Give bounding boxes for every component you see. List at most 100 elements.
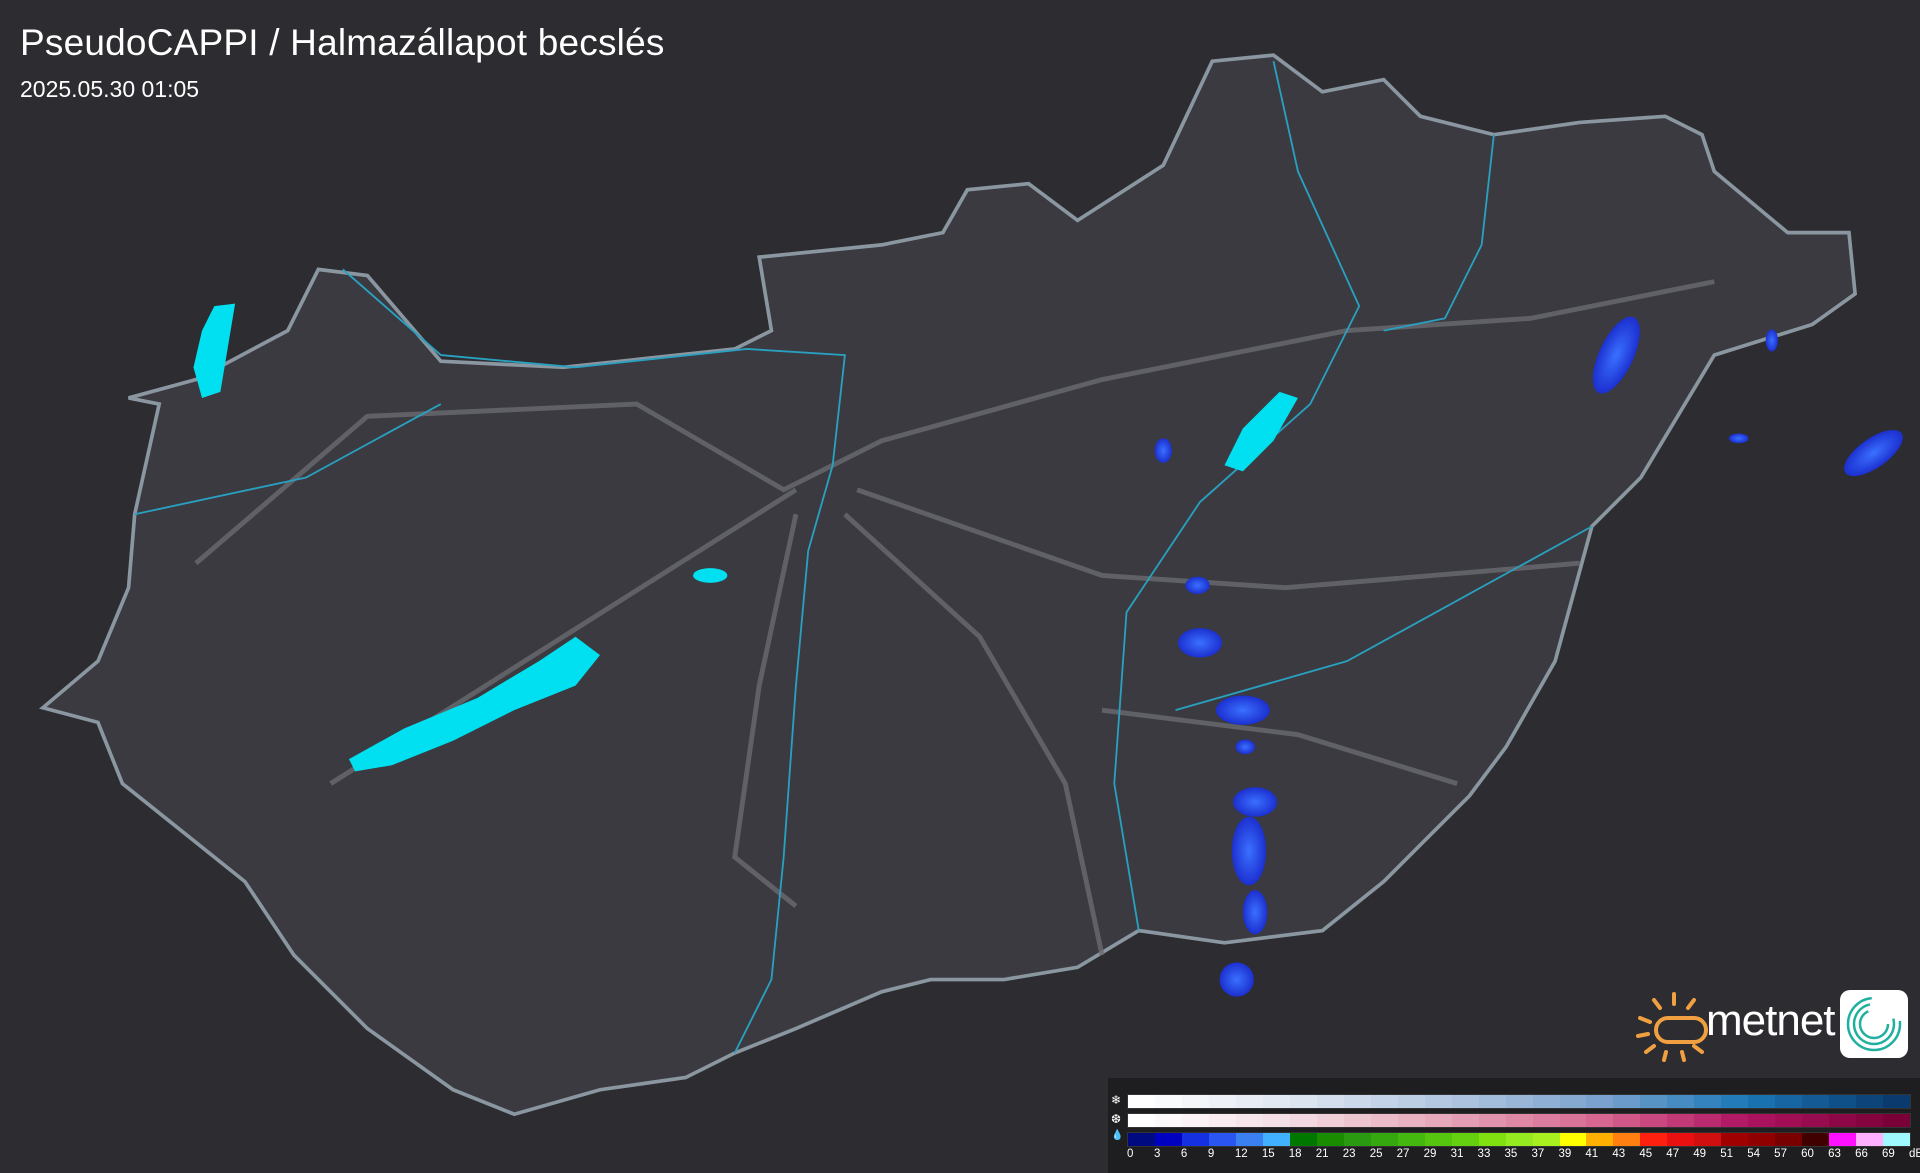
legend-swatch	[1721, 1114, 1749, 1127]
legend-swatch	[1154, 1133, 1182, 1146]
lakes	[193, 303, 1298, 772]
mixed-scale-bar	[1127, 1113, 1911, 1128]
legend-swatch	[1181, 1114, 1209, 1127]
legend-swatch	[1208, 1095, 1236, 1108]
legend-tick-label: 3	[1153, 1148, 1161, 1160]
legend-swatch	[1154, 1114, 1182, 1127]
legend-unit-label: dBZ	[1909, 1148, 1920, 1160]
legend-swatch	[1128, 1133, 1155, 1146]
legend-swatch	[1748, 1114, 1776, 1127]
snow-scale-bar	[1127, 1094, 1911, 1109]
legend-tick-label: 35	[1504, 1148, 1518, 1160]
legend-swatch	[1181, 1095, 1209, 1108]
legend-tick-label: 9	[1207, 1148, 1215, 1160]
legend-swatch	[1289, 1095, 1317, 1108]
legend-swatch	[1694, 1133, 1722, 1146]
legend-swatch	[1667, 1114, 1695, 1127]
legend-swatch	[1829, 1133, 1857, 1146]
legend-swatch	[1721, 1133, 1749, 1146]
legend-swatch	[1856, 1095, 1884, 1108]
legend-tick-label: 54	[1747, 1148, 1760, 1160]
legend-tick-label: 57	[1774, 1148, 1787, 1160]
legend-swatch	[1532, 1095, 1560, 1108]
legend-swatch	[1802, 1114, 1830, 1127]
legend-swatch	[1451, 1095, 1479, 1108]
legend-swatch	[1424, 1133, 1452, 1146]
legend-swatch	[1370, 1133, 1398, 1146]
legend-tick-label: 60	[1801, 1148, 1814, 1160]
map-timestamp: 2025.05.30 01:05	[20, 76, 200, 102]
legend-swatch	[1316, 1114, 1344, 1127]
legend-swatch	[1748, 1095, 1776, 1108]
legend-tick-label: 41	[1585, 1148, 1599, 1160]
legend-swatch	[1613, 1133, 1641, 1146]
legend-swatch	[1559, 1133, 1587, 1146]
legend-tick-label: 18	[1288, 1148, 1302, 1160]
legend-swatch	[1721, 1095, 1749, 1108]
legend-swatch	[1586, 1133, 1614, 1146]
legend-swatch	[1532, 1114, 1560, 1127]
legend-swatch	[1316, 1133, 1344, 1146]
legend-swatch	[1208, 1114, 1236, 1127]
legend-swatch	[1424, 1114, 1452, 1127]
legend-swatch	[1613, 1114, 1641, 1127]
legend-swatch	[1289, 1114, 1317, 1127]
legend-swatch	[1883, 1133, 1911, 1146]
legend-swatch	[1883, 1095, 1911, 1108]
legend-swatch	[1532, 1133, 1560, 1146]
legend-tick-label: 15	[1261, 1148, 1275, 1160]
lake-tisza	[1224, 391, 1298, 472]
legend-swatch	[1694, 1114, 1722, 1127]
legend-tick-label: 29	[1423, 1148, 1437, 1160]
legend-swatch	[1262, 1133, 1290, 1146]
legend-tick-label: 27	[1396, 1148, 1410, 1160]
legend-swatch	[1802, 1133, 1830, 1146]
legend-swatch	[1505, 1095, 1533, 1108]
legend-swatch	[1343, 1133, 1371, 1146]
legend-swatch	[1262, 1114, 1290, 1127]
legend-swatch	[1370, 1095, 1398, 1108]
legend-swatch	[1856, 1133, 1884, 1146]
legend-tick-label: 39	[1558, 1148, 1572, 1160]
legend-swatch	[1694, 1095, 1722, 1108]
legend-tick-label: 23	[1342, 1148, 1356, 1160]
raindrop-icon: 💧	[1111, 1130, 1124, 1141]
legend-swatch	[1667, 1133, 1695, 1146]
legend-swatch	[1181, 1133, 1209, 1146]
legend-swatch	[1559, 1095, 1587, 1108]
legend-swatch	[1478, 1114, 1506, 1127]
legend-tick-label: 6	[1180, 1148, 1188, 1160]
snowflake-icon: ❄	[1111, 1093, 1122, 1107]
app-logo-icon	[1840, 990, 1908, 1058]
legend-swatch	[1640, 1114, 1668, 1127]
legend-swatch	[1235, 1095, 1263, 1108]
legend-swatch	[1289, 1133, 1317, 1146]
legend-swatch	[1775, 1095, 1803, 1108]
legend-tick-label: 31	[1450, 1148, 1464, 1160]
legend-swatch	[1559, 1114, 1587, 1127]
legend-swatch	[1478, 1133, 1506, 1146]
legend-tick-label: 69	[1882, 1148, 1895, 1160]
legend-swatch	[1586, 1095, 1614, 1108]
legend-swatch	[1397, 1114, 1425, 1127]
legend-swatch	[1802, 1095, 1830, 1108]
legend-swatch	[1316, 1095, 1344, 1108]
legend-labels: 0 3 6 9 12 15 18 21 23 25 27 29 31 33 35 37 39 41 43 45 47 49…	[1127, 1148, 1920, 1164]
legend-tick-label: 51	[1720, 1148, 1734, 1160]
legend-tick-label: 0	[1127, 1148, 1134, 1160]
legend-swatch	[1640, 1095, 1668, 1108]
map-title: PseudoCAPPI / Halmazállapot becslés	[20, 22, 665, 63]
legend-swatch	[1235, 1114, 1263, 1127]
mixed-precip-icon: ❆	[1111, 1112, 1122, 1126]
legend-swatch	[1128, 1095, 1155, 1108]
legend-tick-label: 63	[1828, 1148, 1841, 1160]
rain-scale-bar	[1127, 1132, 1911, 1147]
legend-swatch	[1829, 1114, 1857, 1127]
legend-swatch	[1343, 1095, 1371, 1108]
sun-logo-icon	[1636, 992, 1708, 1062]
legend-tick-label: 33	[1477, 1148, 1491, 1160]
legend-swatch	[1154, 1095, 1182, 1108]
legend-swatch	[1505, 1114, 1533, 1127]
legend-tick-label: 66	[1855, 1148, 1868, 1160]
metnet-logo: metnet	[1634, 990, 1914, 1065]
